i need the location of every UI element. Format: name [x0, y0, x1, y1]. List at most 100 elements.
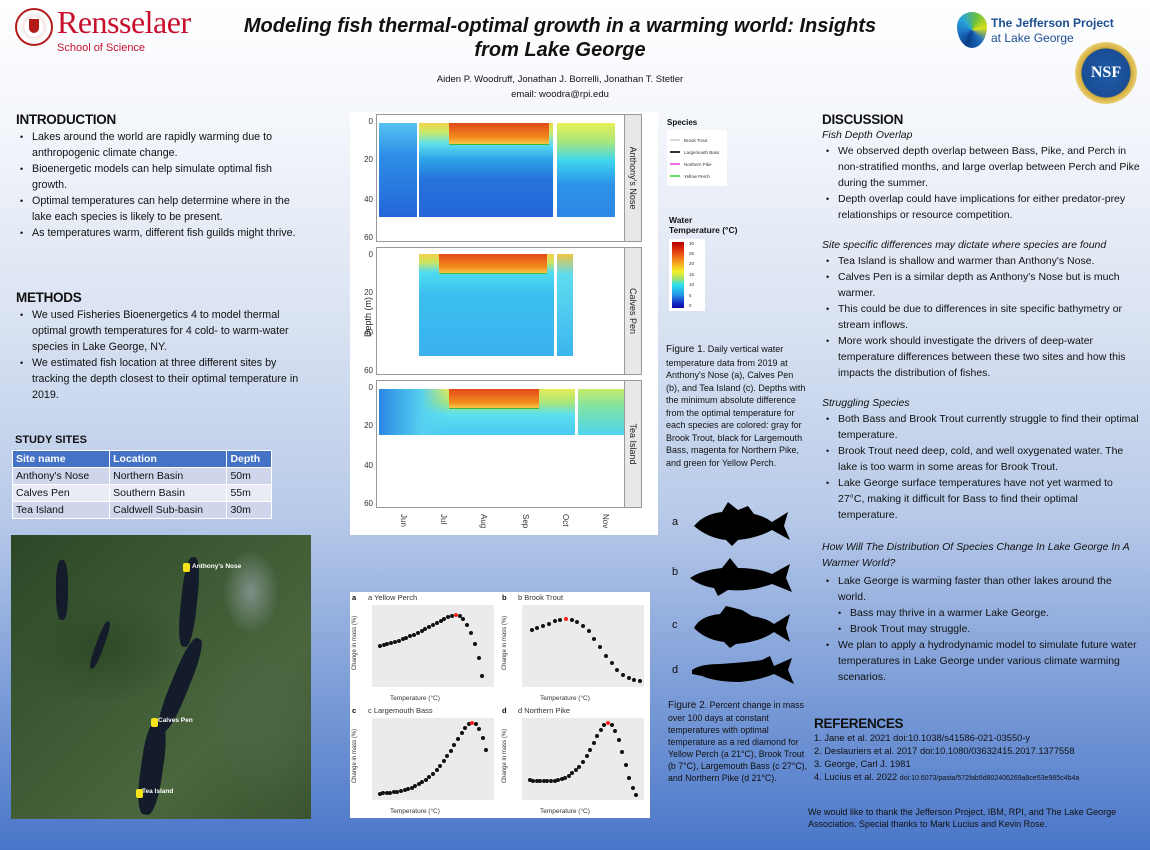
email: email: woodra@rpi.edu: [511, 89, 609, 100]
temperature-legend: Water Temperature (°C) 30 25 20 15 10 5 …: [669, 215, 739, 311]
data-point: [588, 747, 593, 752]
data-point: [563, 775, 568, 780]
data-point: [480, 673, 485, 678]
methods-bullet: We estimated fish location at three diff…: [16, 355, 306, 403]
rpi-school: School of Science: [57, 42, 146, 54]
data-point: [446, 615, 451, 620]
data-point: [609, 661, 614, 666]
satellite-map: Anthony's Nose Calves Pen Tea Island: [11, 535, 311, 819]
data-point: [455, 736, 460, 741]
data-point: [391, 790, 396, 795]
poster-title: Modeling fish thermal-optimal growth in …: [243, 15, 877, 61]
table-row: Tea Island Caldwell Sub-basin 30m: [11, 501, 272, 519]
fish-label: a: [672, 516, 679, 528]
study-sites-heading: STUDY SITES: [15, 434, 87, 446]
discussion-sub-bullet: Brook Trout may struggle.: [822, 621, 1140, 637]
data-point: [575, 619, 580, 624]
warm-layer: [449, 123, 549, 145]
discussion-bullet: Brook Trout need deep, cold, and well ox…: [822, 443, 1140, 475]
data-point: [445, 754, 450, 759]
data-point: [388, 790, 393, 795]
data-point: [546, 621, 551, 626]
y-tick: 0: [368, 250, 373, 259]
reference-item: 2. Deslauriers et al. 2017 doi:10.1080/0…: [814, 746, 1075, 756]
data-point: [427, 624, 432, 629]
data-point: [423, 627, 428, 632]
table-cell: Southern Basin: [109, 484, 228, 502]
y-tick: 40: [364, 328, 373, 337]
temp-block: [379, 123, 417, 217]
rpi-seal-icon: [15, 8, 53, 46]
subsection-title: Struggling Species: [822, 397, 910, 409]
data-point: [434, 768, 439, 773]
data-point: [438, 618, 443, 623]
data-point: [626, 676, 631, 681]
panel-label: Tea Island: [628, 423, 638, 465]
map-pin-icon[interactable]: [183, 563, 190, 572]
data-point: [406, 787, 411, 792]
data-point: [623, 763, 628, 768]
data-point: [538, 779, 543, 784]
table-cell: Anthony's Nose: [11, 467, 111, 485]
table-cell: 50m: [226, 467, 272, 485]
data-point: [569, 617, 574, 622]
water-drop-icon: [957, 12, 987, 48]
references-heading: REFERENCES: [814, 716, 904, 731]
table-cell: Calves Pen: [11, 484, 111, 502]
data-point: [408, 634, 413, 639]
rpi-name: Rensselaer: [57, 4, 191, 40]
data-point: [570, 771, 575, 776]
data-point: [563, 616, 568, 621]
data-point: [450, 613, 454, 618]
plot-area: [522, 718, 644, 800]
x-tick: Jul: [439, 514, 448, 525]
lake-george: [134, 718, 170, 817]
map-pin-icon[interactable]: [151, 718, 158, 727]
data-point: [416, 781, 421, 786]
jefferson-project-logo: The Jefferson Project at Lake George: [957, 12, 1147, 52]
legend-item: Yellow Perch: [670, 170, 724, 182]
data-point: [535, 625, 540, 630]
x-tick: Aug: [479, 514, 488, 529]
reference-item: 1. Jane et al. 2021 doi:10.1038/s41586-0…: [814, 733, 1031, 743]
authors-block: Aiden P. Woodruff, Jonathan J. Borrelli,…: [330, 72, 790, 102]
data-point: [400, 637, 405, 642]
pin-label: Anthony's Nose: [192, 563, 242, 570]
plot-area: [372, 605, 494, 687]
data-point: [381, 642, 386, 647]
y-tick: 0: [368, 117, 373, 126]
map-pin-icon[interactable]: [136, 789, 143, 798]
data-point: [473, 722, 478, 727]
data-point: [420, 780, 425, 785]
x-tick: Jun: [399, 514, 408, 527]
data-point: [423, 777, 428, 782]
data-point: [441, 759, 446, 764]
panel-tea-island: 0 20 40 60 Tea Island: [364, 380, 642, 508]
data-point: [559, 777, 564, 782]
temp-block: [557, 254, 573, 356]
data-point: [534, 778, 539, 783]
data-point: [581, 760, 585, 765]
data-point: [442, 616, 447, 621]
data-point: [598, 728, 603, 733]
data-point: [573, 768, 578, 773]
brook-trout-silhouette-icon: [690, 558, 792, 596]
temp-block: [557, 123, 615, 217]
study-sites-section: STUDY SITES Site name Location Depth Ant…: [11, 434, 274, 519]
y-tick: 40: [364, 195, 373, 204]
yellow-perch-silhouette-icon: [694, 502, 790, 546]
nsf-text: NSF: [1090, 64, 1122, 81]
largemouth-bass-silhouette-icon: [694, 606, 790, 648]
reference-item: 4. Lucius et al. 2022 doi:10.6073/pasta/…: [814, 772, 1080, 782]
pin-label: Tea Island: [142, 788, 174, 795]
warm-layer: [449, 389, 539, 409]
y-tick: 40: [364, 461, 373, 470]
subsection-title: How Will The Distribution Of Species Cha…: [822, 541, 1130, 569]
data-point: [466, 722, 471, 727]
data-point: [415, 631, 420, 636]
data-point: [470, 720, 475, 725]
legend-item: Brook Trout: [670, 134, 724, 146]
introduction-heading: INTRODUCTION: [16, 112, 116, 127]
